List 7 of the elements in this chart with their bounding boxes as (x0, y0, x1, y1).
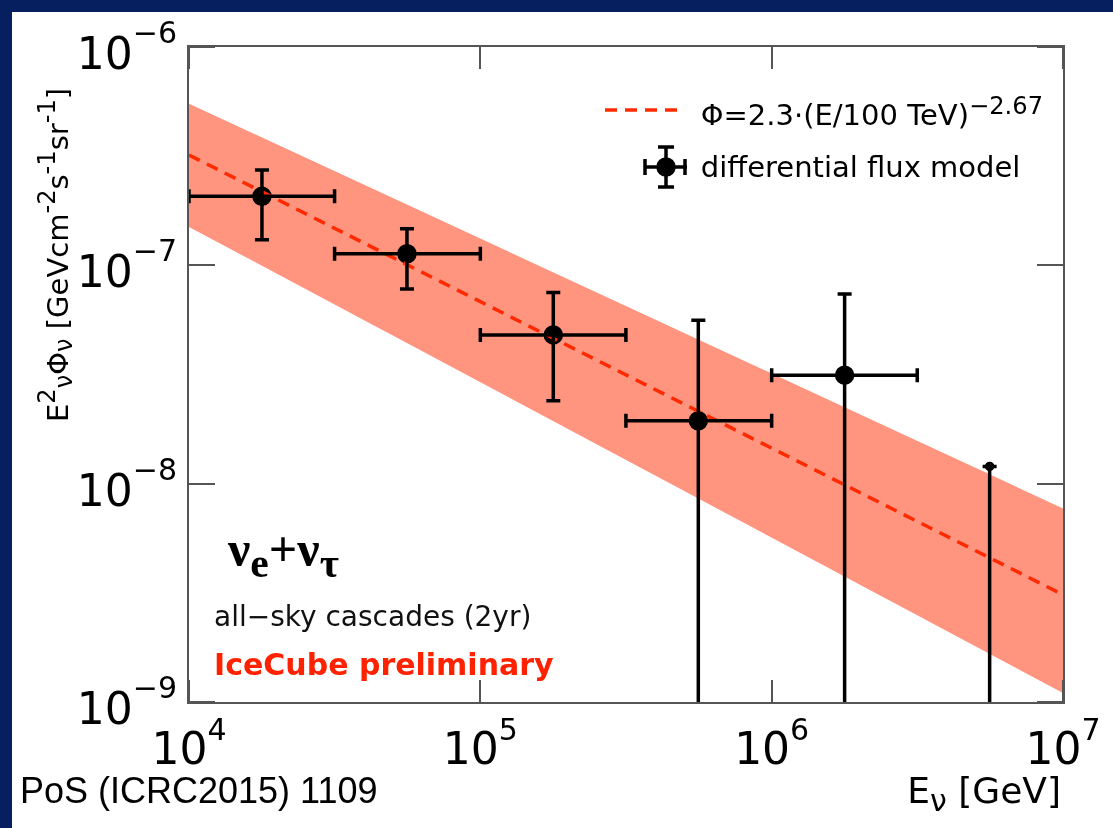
legend-label: Φ=2.3·(E/100 TeV)$^{−2.67}$ (700, 91, 1043, 134)
annotation: ν$_{e}$+ν$_{τ}$ (228, 520, 339, 587)
annotation: IceCube preliminary (214, 647, 554, 682)
x-axis-title: E$_{ν}$ [GeV] (907, 770, 1061, 819)
legend-label: differential flux model (700, 148, 1021, 186)
text: PoS (ICRC2015) 1109 (20, 770, 378, 812)
annotation: all−sky cascades (2yr) (214, 600, 532, 633)
